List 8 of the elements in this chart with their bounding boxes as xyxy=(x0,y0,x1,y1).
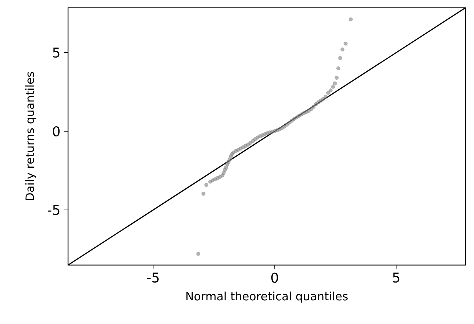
y-tick-label: 5 xyxy=(53,48,60,58)
y-tick-label: -5 xyxy=(48,205,60,216)
x-tick-label: -5 xyxy=(147,272,159,283)
x-axis-title: Normal theoretical quantiles xyxy=(186,292,348,303)
y-axis-title: Daily returns quantiles xyxy=(25,72,37,201)
y-tick-label: 0 xyxy=(53,126,60,137)
x-tick-label: 5 xyxy=(393,272,400,283)
x-tick-label: 0 xyxy=(272,272,278,283)
